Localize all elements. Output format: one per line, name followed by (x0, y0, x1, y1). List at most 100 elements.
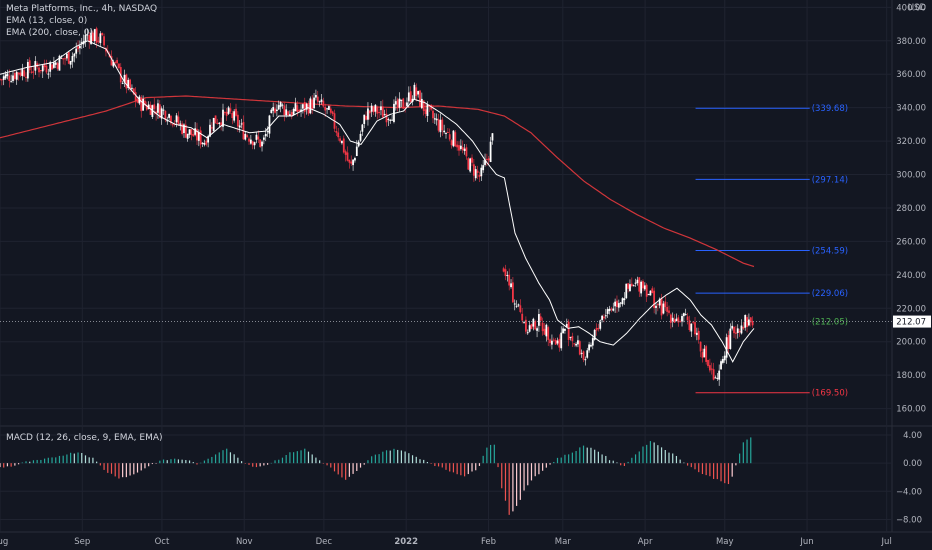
candle-body (248, 138, 250, 142)
time-tick-label: Mar (555, 537, 572, 547)
ema-slow-legend[interactable]: EMA (200, close, 0) (6, 28, 94, 38)
candle-body (508, 274, 511, 286)
macd-bar (698, 463, 700, 473)
candle-body (406, 102, 408, 106)
candle-body (313, 97, 315, 109)
candle-body (458, 145, 460, 151)
candle-body (331, 111, 334, 114)
candle-body (588, 344, 590, 351)
candle-body (556, 340, 559, 344)
candle-body (506, 275, 509, 277)
candle-body (534, 321, 537, 330)
candle-body (2, 76, 5, 80)
candle-body (690, 323, 693, 332)
candle-body (164, 110, 167, 121)
candle-body (71, 55, 74, 62)
candle-body (432, 110, 434, 119)
price-tick-label: 300.00 (896, 171, 926, 181)
candle-body (632, 285, 635, 287)
candle-body (612, 308, 615, 311)
macd-bar (397, 449, 399, 464)
macd-bar (419, 459, 421, 464)
candle-body (114, 62, 117, 64)
macd-bar (549, 463, 551, 465)
candle-body (523, 322, 525, 324)
candle-body (214, 115, 217, 124)
candle-body (10, 81, 13, 83)
candle-body (140, 97, 143, 112)
candle-body (244, 133, 247, 140)
macd-bar (746, 439, 748, 464)
candle-body (407, 92, 410, 102)
candle-body (677, 317, 680, 323)
candle-body (643, 285, 646, 290)
candle-body (638, 277, 641, 292)
candle-body (285, 109, 288, 116)
price-tick-label: 360.00 (896, 70, 926, 80)
candle-body (398, 98, 401, 108)
candle-body (277, 105, 280, 110)
candle-body (28, 60, 31, 71)
candle-body (270, 109, 273, 114)
candle-body (419, 90, 421, 107)
macd-bar (568, 454, 570, 464)
fibonacci-levels[interactable]: (339.68) (297.14) (254.59) (229.06) (212.05)… (695, 104, 849, 399)
candle-body (266, 131, 269, 133)
candle-body (131, 87, 133, 89)
macd-bar (222, 450, 224, 464)
macd-bar (326, 463, 328, 466)
candle-body (368, 110, 371, 114)
macd-bar (40, 459, 42, 464)
macd-bar (423, 459, 425, 464)
candle-body (616, 300, 618, 308)
candle-body (562, 328, 564, 334)
candle-body (664, 301, 667, 308)
candle-body (339, 138, 341, 142)
macd-bar (144, 463, 146, 469)
candle-body (320, 99, 323, 102)
candle-body (93, 29, 96, 42)
fib-level-label: (212.05) (812, 318, 848, 328)
candle-body (569, 336, 572, 338)
candle-body (621, 298, 624, 305)
macd-bar (393, 448, 395, 464)
candle-body (322, 100, 325, 107)
symbol-legend[interactable]: Meta Platforms, Inc., 4h, NASDAQ (6, 4, 158, 14)
ema-fast-legend[interactable]: EMA (13, close, 0) (6, 16, 88, 26)
candle-body (194, 128, 197, 135)
macd-legend[interactable]: MACD (12, 26, close, 9, EMA, EMA) (6, 433, 163, 443)
candle-body (95, 28, 98, 43)
macd-bar (66, 454, 68, 464)
candle-body (476, 170, 479, 173)
candle-body (246, 135, 249, 137)
macd-bar (36, 459, 38, 464)
candle-body (742, 327, 745, 329)
candle-body (571, 336, 574, 342)
candle-body (287, 111, 289, 116)
candle-body (573, 343, 576, 345)
time-tick-label: May (716, 537, 734, 547)
candle-body (324, 106, 327, 111)
axes[interactable]: 400.00 380.00 360.00 340.00 320.00 300.00 280.… (0, 3, 926, 547)
candle-body (547, 327, 550, 340)
time-tick-label: Dec (316, 537, 333, 547)
candle-body (718, 370, 721, 380)
candle-body (73, 53, 76, 57)
candle-body (170, 115, 172, 124)
candle-body (378, 112, 380, 114)
candle-body (710, 368, 713, 370)
candle-body (387, 119, 390, 121)
candle-body (188, 129, 191, 135)
macd-bar (504, 463, 507, 501)
candle-body (253, 142, 256, 146)
candle-body (474, 169, 477, 179)
macd-bar (672, 453, 674, 464)
candle-body (223, 112, 226, 114)
candle-body (513, 303, 516, 305)
price-tick-label: 240.00 (896, 271, 926, 281)
macd-bar (110, 463, 113, 474)
candle-body (92, 32, 94, 42)
candle-body (210, 127, 213, 129)
macd-bar (114, 463, 116, 477)
